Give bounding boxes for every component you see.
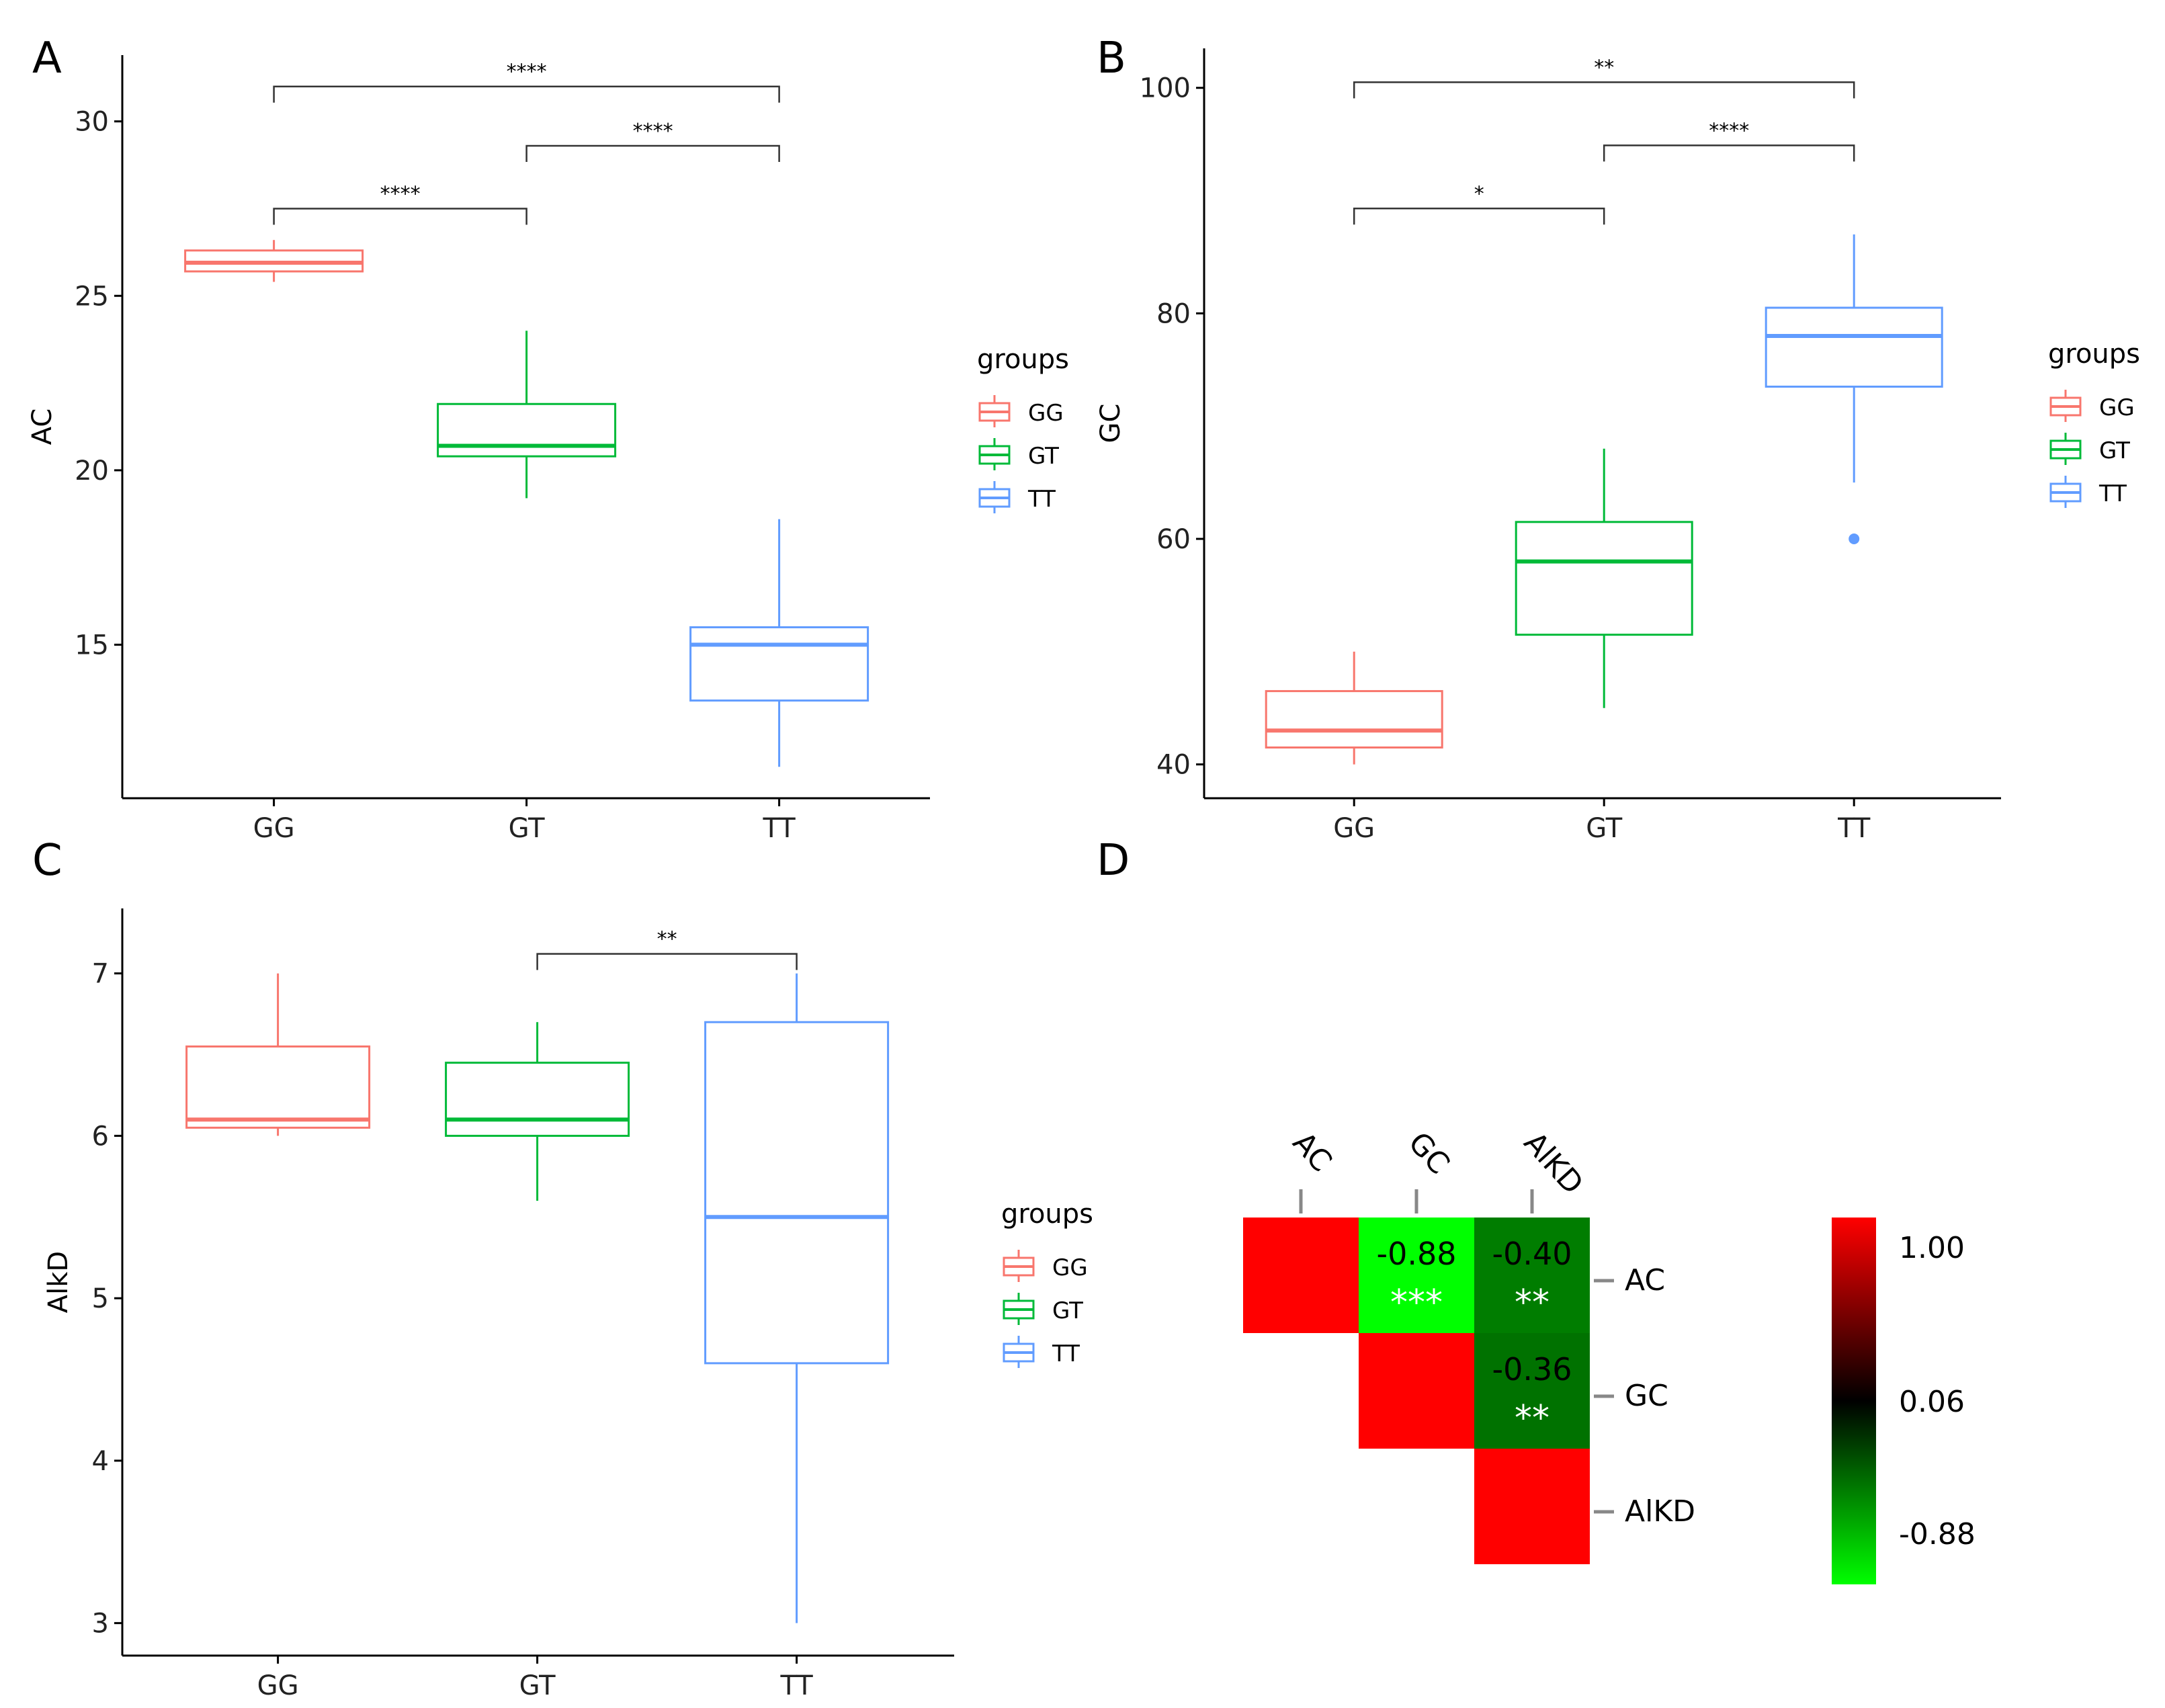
legend-label-gg: GG [2099,394,2135,421]
colorbar-tick-label: 1.00 [1899,1231,1965,1265]
y-tick-label: 30 [75,107,109,138]
panel-a-boxplot: 15 20 25 30 AC GG GT TT **** **** **** groups GG GT TT [27,55,1069,844]
colorbar [1832,1218,1876,1584]
colorbar-tick-label: -0.88 [1899,1517,1976,1551]
legend-label-tt: TT [1027,486,1056,513]
x-tick-label: GT [1586,813,1623,844]
heatmap-row-label: AlKD [1625,1494,1695,1529]
colorbar-tick-label: 0.06 [1899,1385,1965,1419]
box-gt [437,402,617,458]
x-tick-label: GG [1333,813,1375,844]
heatmap-row-label: AC [1625,1263,1665,1297]
heatmap-col-label: AlKD [1517,1125,1590,1201]
heatmap-cell [1474,1333,1590,1449]
x-tick-label: TT [763,813,796,844]
legend-label-gt: GT [1052,1297,1083,1324]
significance-label: **** [507,60,547,84]
box-tt [689,626,869,702]
y-tick-label: 7 [92,959,109,990]
panel-letter-c: C [32,836,62,886]
significance-bracket [536,953,798,970]
box-gg [185,1045,371,1129]
x-tick-label: GT [519,1670,556,1701]
significance-label: ** [1594,56,1614,79]
y-axis-title: AC [27,409,58,445]
significance-bracket [1353,81,1855,99]
heatmap-cell-value: -0.88 [1376,1236,1456,1272]
y-tick-label: 4 [92,1446,109,1477]
y-tick-label: 6 [92,1121,109,1152]
box-tt [704,1021,890,1365]
legend-label-tt: TT [1052,1340,1080,1367]
legend-label-gt: GT [1028,443,1059,470]
panel-d-heatmap: -0.88 *** -0.40 ** -0.36 ** AC GC AlKD AC GC AlKD 1.… [1243,1125,1976,1584]
x-tick-label: GG [257,1670,299,1701]
box-gt [445,1062,630,1137]
box-gt [1515,521,1693,636]
heatmap-cell [1359,1218,1474,1333]
heatmap-cell [1474,1449,1590,1564]
y-tick-label: 20 [75,456,109,486]
y-tick-label: 15 [75,630,109,661]
panel-letter-d: D [1097,836,1130,886]
heatmap-row-label: GC [1625,1379,1668,1413]
significance-label: **** [380,182,421,206]
legend-label-tt: TT [2098,480,2127,507]
x-tick-label: GT [509,813,546,844]
significance-label: ** [657,928,677,951]
panel-c-boxplot: 3 4 5 6 7 AlkD GG GT TT ** groups GG GT TT [43,908,1093,1701]
panel-letter-b: B [1097,34,1126,83]
y-tick-label: 5 [92,1283,109,1314]
significance-label: * [1474,182,1484,206]
heatmap-cell-stars: ** [1515,1283,1550,1323]
significance-bracket [273,85,780,103]
legend-label-gg: GG [1028,400,1064,427]
legend-title: groups [977,344,1069,375]
box-gg [1265,690,1443,749]
y-axis-title: AlkD [43,1251,74,1313]
heatmap-cell [1359,1333,1474,1449]
x-tick-label: TT [1837,813,1871,844]
significance-bracket [1603,144,1855,162]
legend-title: groups [1001,1199,1093,1230]
y-tick-label: 60 [1156,524,1191,555]
significance-bracket [273,208,527,225]
panel-letter-a: A [32,34,62,83]
y-tick-label: 3 [92,1609,109,1639]
outlier-point [1849,533,1860,545]
y-axis-title: GC [1095,404,1126,443]
legend-title: groups [2048,339,2140,370]
heatmap-col-label: GC [1402,1125,1456,1181]
heatmap-cell-value: -0.36 [1492,1351,1572,1387]
y-tick-label: 100 [1140,73,1191,104]
box-tt [1765,306,1943,388]
significance-label: **** [1709,119,1749,142]
y-tick-label: 25 [75,281,109,312]
legend-label-gg: GG [1052,1254,1088,1281]
legend-label-gt: GT [2099,437,2130,464]
heatmap-col-label: AC [1286,1125,1339,1179]
x-tick-label: GG [253,813,295,844]
significance-bracket [525,144,780,163]
heatmap-cell [1243,1218,1359,1333]
heatmap-cell [1474,1218,1590,1333]
y-tick-label: 40 [1156,750,1191,781]
heatmap-cell-stars: ** [1515,1398,1550,1439]
significance-bracket [1353,208,1605,225]
significance-label: **** [633,120,673,143]
heatmap-cell-stars: *** [1390,1283,1443,1323]
x-tick-label: TT [780,1670,814,1701]
y-tick-label: 80 [1156,298,1191,329]
heatmap-cell-value: -0.40 [1492,1236,1572,1272]
